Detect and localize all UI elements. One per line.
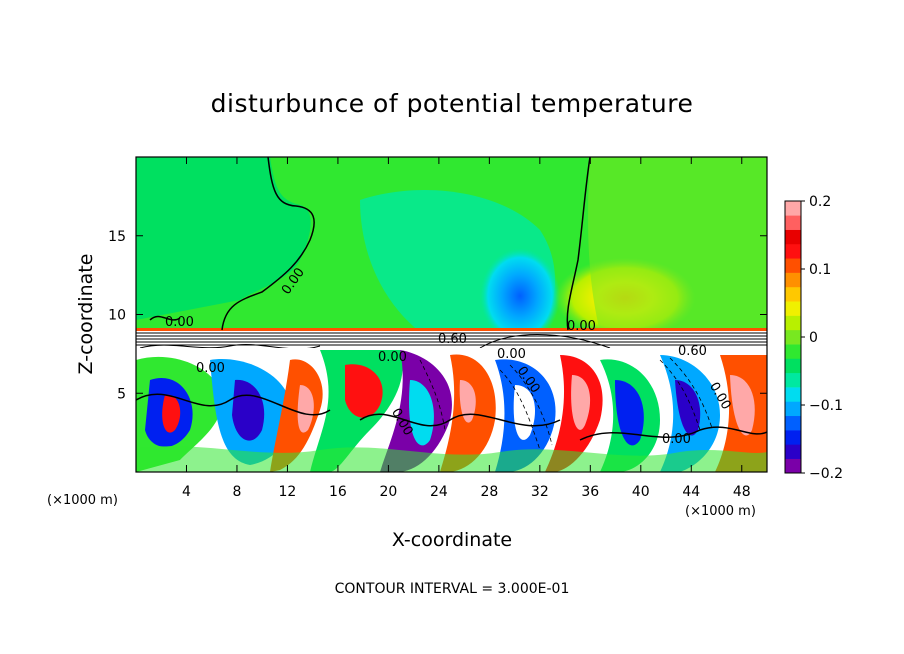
colorbar-tick-label: 0.2 (809, 194, 831, 210)
colorbar-swatch (785, 272, 801, 288)
x-tick-label: 36 (581, 484, 599, 500)
x-axis-unit: (×1000 m) (685, 504, 756, 519)
colorbar-tick-label: −0.1 (809, 398, 843, 414)
x-tick-label: 48 (733, 484, 751, 500)
x-tick-label: 16 (329, 484, 347, 500)
contour-label: 0.00 (567, 319, 596, 334)
zero-contours (136, 157, 767, 441)
x-tick-label: 44 (682, 484, 700, 500)
contour-interval: CONTOUR INTERVAL = 3.000E-01 (335, 581, 570, 597)
y-tick-label: 15 (108, 229, 126, 245)
x-tick-label: 8 (232, 484, 241, 500)
y-axis-unit: (×1000 m) (47, 493, 118, 508)
x-axis: 4 8 12 16 20 24 28 32 36 40 44 48 (182, 157, 751, 500)
contour-label: 0.00 (662, 432, 691, 447)
x-axis-label: X-coordinate (392, 529, 512, 551)
colorbar-swatch (785, 315, 801, 331)
x-tick-label: 20 (379, 484, 397, 500)
inversion-band (136, 328, 767, 331)
contour-label: 0.00 (497, 347, 526, 362)
colorbar-swatch (785, 301, 801, 316)
colorbar-swatch (785, 387, 801, 402)
x-tick-label: 24 (430, 484, 448, 500)
colorbar-swatch (785, 329, 801, 345)
contour-label: 0.00 (196, 361, 225, 376)
contour-label: 0.00 (165, 315, 194, 330)
x-tick-label: 4 (182, 484, 191, 500)
chart-title: disturbunce of potential temperature (211, 89, 694, 118)
plot-area (136, 157, 767, 472)
x-tick-label: 28 (480, 484, 498, 500)
colorbar-tick-label: 0.1 (809, 262, 831, 278)
blue-anomaly (480, 248, 560, 344)
right-field (588, 157, 767, 332)
colorbar-tick-label: 0 (809, 330, 818, 346)
colorbar-swatch (785, 444, 801, 459)
upper-field-light (136, 157, 311, 320)
y-tick-label: 5 (117, 386, 126, 402)
y-axis: 5 10 15 (108, 229, 767, 402)
contour-label: 0.60 (678, 344, 707, 359)
colorbar-swatch (785, 430, 801, 445)
colorbar-frame (784, 200, 802, 474)
colorbar-ticks: 0.2 0.1 0 −0.1 −0.2 (801, 194, 843, 482)
colorbar-swatch (785, 344, 801, 359)
contour-label: 0.60 (438, 332, 467, 347)
colorbar-swatch (785, 358, 801, 374)
dashed-contours (419, 357, 713, 451)
colorbar-swatch (785, 215, 801, 230)
colorbar-swatch (785, 201, 801, 216)
x-tick-label: 12 (279, 484, 297, 500)
colorbar-swatch (785, 286, 801, 302)
colorbar-swatch (785, 229, 801, 245)
colorbar-swatch (785, 458, 801, 474)
x-tick-label: 40 (632, 484, 650, 500)
contour-labels: 0.00 0.00 0.00 0.00 0.60 0.00 0.00 0.60 … (165, 265, 734, 447)
colorbar-swatch (785, 415, 801, 431)
y-axis-label: Z-coordinate (75, 254, 97, 375)
inversion-contours (136, 332, 767, 353)
lower-turbulent-blobs (136, 350, 767, 472)
x-tick-label: 32 (531, 484, 549, 500)
colorbar-swatch (785, 258, 801, 273)
y-tick-label: 10 (108, 308, 126, 324)
colorbar-swatch (785, 372, 801, 388)
colorbar (785, 201, 801, 474)
colorbar-swatch (785, 243, 801, 259)
contour-label: 0.00 (378, 350, 407, 365)
colorbar-tick-label: −0.2 (809, 466, 843, 482)
colorbar-swatch (785, 401, 801, 417)
